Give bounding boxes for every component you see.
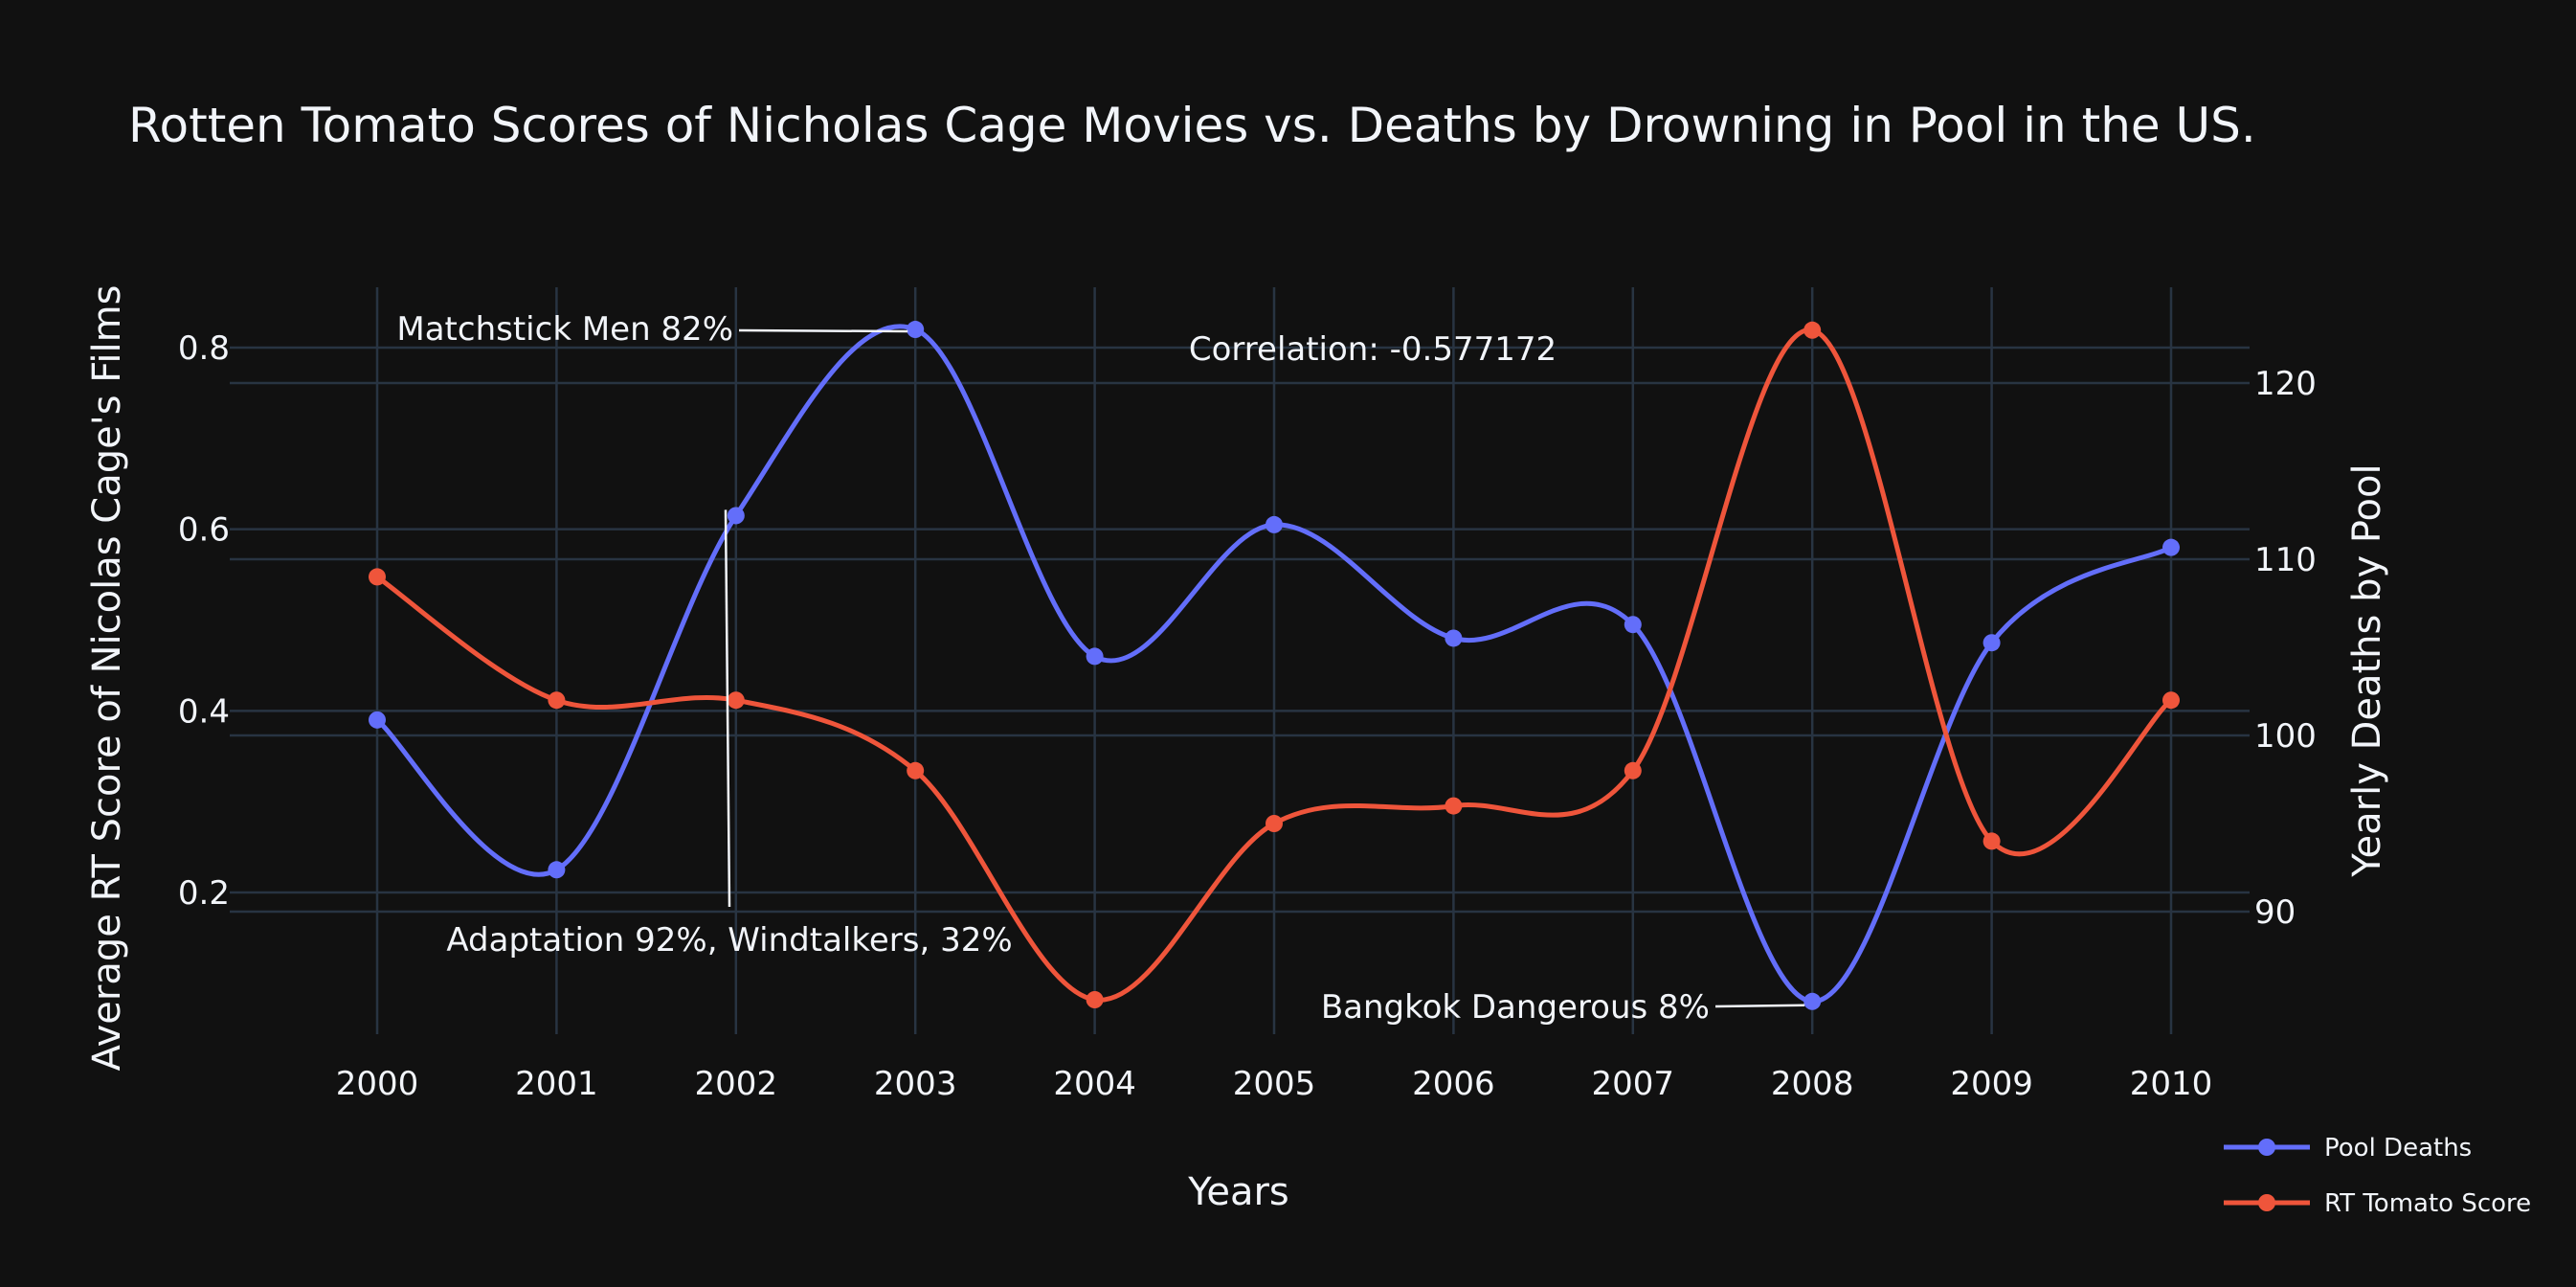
y-left-tick-label: 0.2	[178, 874, 230, 913]
data-point-rt-tomato-score	[1086, 991, 1104, 1008]
annotation-arrow-adaptation	[724, 509, 731, 908]
legend-marker-pool-deaths	[2258, 1139, 2275, 1156]
y-axis-left-title: Average RT Score of Nicolas Cage's Films	[85, 285, 129, 1072]
data-point-pool-deaths	[727, 507, 745, 525]
x-tick-label: 2006	[1412, 1065, 1495, 1103]
legend-label-pool-deaths: Pool Deaths	[2324, 1134, 2472, 1163]
data-point-pool-deaths	[907, 321, 925, 339]
y-left-tick-label: 0.6	[178, 511, 230, 550]
axis-ticks: 2000 2001 2002 2003 2004 2005 2006 2007 2008 2009…	[178, 329, 2317, 1103]
x-tick-label: 2009	[1950, 1065, 2033, 1103]
data-point-rt-tomato-score	[907, 761, 925, 779]
series-layer	[369, 321, 2180, 1010]
annotation-adaptation-windtalkers: Adaptation 92%, Windtalkers, 32%	[446, 921, 1012, 960]
data-point-rt-tomato-score	[1445, 797, 1463, 815]
legend-marker-rt-tomato-score	[2258, 1194, 2275, 1211]
x-tick-label: 2000	[336, 1065, 419, 1103]
data-point-pool-deaths	[1086, 647, 1104, 666]
y-right-tick-label: 90	[2254, 893, 2296, 932]
x-tick-label: 2001	[515, 1065, 598, 1103]
y-right-tick-label: 120	[2254, 365, 2317, 403]
x-tick-label: 2008	[1771, 1065, 1854, 1103]
x-tick-label: 2010	[2130, 1065, 2213, 1103]
data-point-rt-tomato-score	[1982, 832, 2001, 850]
x-tick-label: 2005	[1233, 1065, 1316, 1103]
legend-label-rt-tomato-score: RT Tomato Score	[2324, 1189, 2531, 1218]
data-point-rt-tomato-score	[548, 691, 566, 710]
data-point-rt-tomato-score	[1803, 321, 1822, 339]
x-axis-title: Years	[1187, 1170, 1289, 1214]
annotation-matchstick-men: Matchstick Men 82%	[396, 310, 733, 349]
x-tick-label: 2003	[874, 1065, 957, 1103]
x-tick-label: 2002	[695, 1065, 778, 1103]
gridlines	[230, 287, 2250, 1034]
y-right-tick-label: 110	[2254, 541, 2317, 579]
x-tick-label: 2004	[1053, 1065, 1136, 1103]
data-point-pool-deaths	[1982, 634, 2001, 652]
chart-title: Rotten Tomato Scores of Nicholas Cage Mo…	[128, 98, 2256, 153]
annotation-correlation: Correlation: -0.577172	[1189, 330, 1557, 369]
data-point-rt-tomato-score	[369, 568, 386, 586]
annotation-arrow-bangkok	[1714, 1004, 1805, 1008]
x-tick-label: 2007	[1592, 1065, 1675, 1103]
data-point-pool-deaths	[548, 861, 566, 879]
data-point-pool-deaths	[1803, 992, 1822, 1010]
y-axis-right-title: Yearly Deaths by Pool	[2345, 463, 2389, 877]
y-left-tick-label: 0.8	[178, 329, 230, 368]
data-point-rt-tomato-score	[1624, 761, 1642, 779]
data-point-pool-deaths	[369, 711, 386, 729]
data-point-pool-deaths	[1624, 616, 1642, 634]
annotation-bangkok-dangerous: Bangkok Dangerous 8%	[1321, 988, 1710, 1027]
data-point-rt-tomato-score	[727, 691, 745, 710]
data-point-pool-deaths	[2162, 538, 2180, 556]
y-left-tick-label: 0.4	[178, 692, 230, 731]
legend: Pool Deaths RT Tomato Score	[2224, 1134, 2531, 1218]
annotations: Matchstick Men 82% Correlation: -0.577172…	[396, 310, 1805, 1027]
y-right-tick-label: 100	[2254, 717, 2317, 756]
annotation-arrow-matchstick-men	[738, 328, 908, 333]
data-point-rt-tomato-score	[2162, 691, 2180, 710]
data-point-pool-deaths	[1445, 629, 1463, 647]
data-point-rt-tomato-score	[1266, 815, 1283, 832]
data-point-pool-deaths	[1266, 515, 1283, 533]
